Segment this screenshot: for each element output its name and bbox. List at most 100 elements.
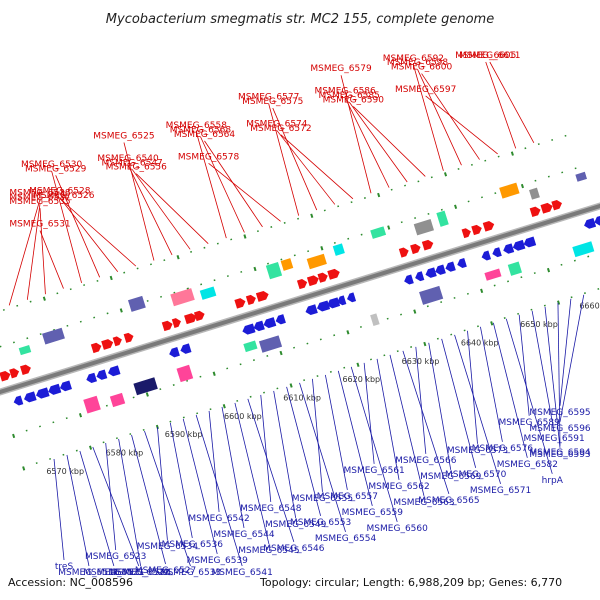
forward-gene-arrow [112,336,122,347]
label-connector [286,386,321,517]
label-connector [208,410,220,512]
reverse-gene-arrow [435,264,446,275]
forward-gene-arrow [327,268,340,280]
scale-label: 6590 kbp [165,430,203,439]
reverse-gene-arrow [96,369,108,380]
reverse-gene-arrow [584,217,597,229]
label-connector [195,414,243,567]
tick-mark [346,330,350,335]
feature-block [484,268,502,281]
feature-block [18,345,32,356]
gene-label: MSMEG_6560 [367,524,429,534]
gene-label: MSMEG_6570 [445,470,507,480]
label-connector [234,402,270,545]
gene-label: MSMEG_6536 [162,540,224,550]
label-connector [559,298,572,406]
feature-block [243,340,258,353]
reverse-gene-arrow [327,297,341,309]
label-connector [63,201,137,267]
label-connector [485,61,517,149]
gene-label: MSMEG_6534 [137,542,199,552]
forward-gene-arrow [529,206,541,218]
gene-label: MSMEG_6575 [242,97,303,107]
tick-mark [289,383,293,388]
label-connector [169,422,193,539]
gene-label: MSMEG_6572 [250,124,311,134]
label-connector [66,454,90,567]
forward-gene-arrow [101,339,114,350]
label-connector [489,61,535,143]
label-connector [51,170,82,284]
reverse-gene-arrow [594,215,600,226]
tick-mark [279,350,283,356]
gene-label: MSMEG_6537 [9,193,70,203]
tick-mark [310,213,314,218]
feature-block [280,258,294,271]
tick-mark [377,192,381,198]
feature-block [499,182,520,199]
label-connector [505,318,553,474]
gene-label: MSMEG_6591 [523,434,584,444]
forward-gene-arrow [461,228,471,239]
gene-label: MSMEG_6541 [212,568,273,578]
label-connector [8,199,41,306]
forward-gene-arrow [317,272,328,283]
gene-label: MSMEG_6556 [106,163,168,173]
forward-gene-arrow [255,290,269,302]
feature-block [370,313,380,327]
label-connector [92,446,140,567]
gene-label: MSMEG_6576 [472,444,534,454]
scale-label: 6570 kbp [46,467,84,476]
gene-label: MSMEG_6579 [310,64,372,74]
tick-mark [78,413,83,418]
feature-block [83,395,101,414]
tick-mark [22,466,26,471]
gene-label: MSMEG_6595 [529,408,590,418]
map-title: Mycobacterium smegmatis str. MC2 155, co… [106,12,494,27]
gene-label: MSMEG_6585 [319,91,380,101]
tick-mark [490,321,494,326]
scale-label: 6630 kbp [402,357,440,366]
gene-label: MSMEG_6528 [29,187,91,197]
gene-label: treS [55,562,74,572]
gene-label: MSMEG_6578 [178,152,240,162]
label-connector [441,338,477,468]
reverse-gene-arrow [346,292,357,303]
label-connector [376,358,400,480]
label-connector [79,450,115,567]
tick-mark [145,392,149,397]
label-connector [221,406,245,529]
gene-label: MSMEG_6547 [101,158,162,168]
label-connector [413,64,444,171]
reverse-gene-arrow [24,391,37,403]
gene-label: MSMEG_6573 [447,446,508,456]
tick-mark [423,341,427,347]
label-connector [39,230,64,289]
label-connector [417,69,462,166]
label-connector [260,394,272,502]
forward-gene-arrow [398,247,409,258]
gene-label: MSMEG_6577 [238,93,299,103]
feature-block [575,171,587,182]
gene-label: MSMEG_6554 [315,534,377,544]
label-connector [363,362,375,464]
label-connector [247,398,295,543]
reverse-gene-arrow [425,267,437,278]
gene-label: MSMEG_6571 [470,486,531,496]
label-connector [26,203,41,300]
tick-mark [387,225,391,230]
feature-block [332,243,345,256]
feature-block [176,364,194,383]
tick-mark [109,275,113,281]
tick-mark [546,267,551,273]
label-connector [182,418,218,555]
reverse-gene-arrow [523,236,537,248]
reverse-gene-arrow [242,323,256,335]
label-connector [131,434,166,565]
reverse-gene-arrow [445,261,456,272]
gene-label: MSMEG_6568 [170,125,232,135]
forward-gene-arrow [184,313,197,325]
scale-label: 6600 kbp [224,412,262,421]
label-connector [53,458,65,561]
gene-label: MSMEG_6596 [529,424,591,434]
